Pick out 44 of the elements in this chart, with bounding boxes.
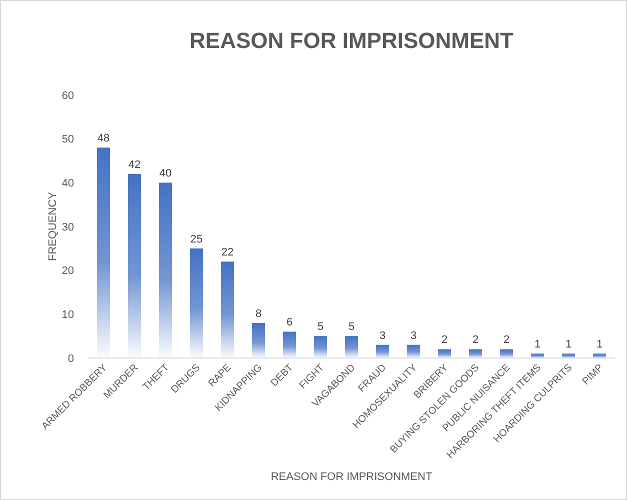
y-tick-label: 60: [62, 90, 74, 102]
y-tick-label: 30: [62, 221, 74, 234]
bar: [282, 332, 296, 358]
y-tick-label: 20: [62, 265, 74, 278]
data-label: 1: [596, 338, 603, 351]
bar: [406, 344, 420, 358]
bar: [190, 248, 204, 358]
data-label: 5: [317, 321, 324, 334]
y-tick-label: 0: [68, 352, 74, 365]
bar: [158, 182, 172, 358]
bar: [500, 349, 514, 358]
data-label: 1: [565, 338, 572, 351]
data-label: 3: [410, 330, 417, 342]
y-tick-label: 50: [62, 134, 74, 146]
bar: [344, 336, 358, 358]
data-label: 2: [441, 334, 448, 346]
data-label: 5: [348, 321, 355, 334]
bar: [376, 344, 390, 358]
bar: [438, 349, 452, 358]
data-label: 3: [379, 330, 386, 342]
x-axis-title: REASON FOR IMPRISONMENT: [270, 471, 432, 483]
bar: [128, 174, 142, 358]
chart-title: REASON FOR IMPRISONMENT: [190, 28, 514, 53]
data-label: 40: [159, 168, 172, 180]
data-label: 6: [286, 316, 293, 329]
y-tick-label: 10: [62, 309, 74, 322]
data-label: 22: [221, 246, 234, 259]
bar: [314, 336, 328, 358]
data-label: 1: [534, 338, 541, 351]
bar: [96, 148, 110, 358]
bar: [562, 354, 576, 358]
bar: [468, 349, 482, 358]
bar: [530, 354, 544, 358]
bar: [252, 322, 266, 358]
y-tick-label: 40: [62, 178, 74, 190]
data-label: 42: [128, 158, 141, 171]
data-label: 48: [97, 132, 110, 145]
y-axis-title: FREQUENCY: [47, 191, 59, 262]
data-label: 25: [190, 233, 203, 246]
data-label: 2: [503, 334, 510, 346]
bar: [592, 354, 606, 358]
data-label: 2: [472, 334, 479, 346]
bar: [220, 262, 234, 358]
data-label: 8: [255, 308, 262, 320]
